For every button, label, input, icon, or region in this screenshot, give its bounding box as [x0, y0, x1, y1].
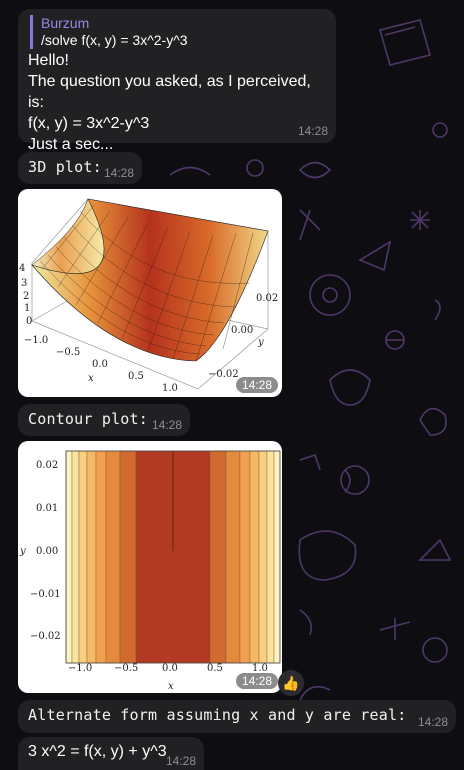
z-tick: 4 [19, 263, 25, 274]
message-time: 14:28 [151, 418, 182, 432]
x-axis-label: x [168, 681, 174, 692]
message-time: 14:28 [165, 754, 196, 768]
y-tick: −0.02 [208, 369, 239, 380]
x-tick: 1.0 [252, 663, 268, 674]
reply-author: Burzum [41, 15, 90, 31]
reaction-thumbs-up-icon[interactable]: 👍 [278, 670, 304, 696]
message-time: 14:28 [417, 715, 448, 729]
message-bubble-3d-plot-label[interactable]: 3D plot: 14:28 [18, 152, 142, 184]
x-tick: −0.5 [56, 347, 80, 358]
surface-plot-graphic: 4 3 2 1 0 −1.0 −0.5 0.0 0.5 1.0 x 0.02 0… [19, 198, 278, 394]
image-time-badge: 14:28 [235, 377, 278, 393]
x-tick: 0.0 [162, 663, 178, 674]
y-tick: 0.01 [36, 503, 58, 514]
y-tick: 0.02 [256, 293, 278, 304]
x-tick: 0.0 [92, 359, 108, 370]
x-axis-label: x [88, 373, 94, 384]
x-tick: −1.0 [68, 663, 92, 674]
message-time: 14:28 [297, 124, 328, 138]
message-bubble-contour-label[interactable]: Contour plot: 14:28 [18, 404, 190, 436]
message-time: 14:28 [103, 166, 134, 180]
x-tick: −1.0 [24, 335, 48, 346]
z-tick: 0 [26, 316, 32, 327]
message-line: f(x, y) = 3x^2-y^3 [28, 115, 150, 132]
message-text: 3 x^2 = f(x, y) + y^3 [28, 743, 167, 760]
reaction-emoji: 👍 [282, 675, 300, 691]
message-bubble-result[interactable]: 3 x^2 = f(x, y) + y^3 14:28 [18, 737, 204, 770]
y-tick: 0.00 [231, 325, 253, 336]
image-time-badge: 14:28 [235, 673, 278, 689]
image-contour-plot[interactable]: 0.02 0.01 0.00 −0.01 −0.02 y −1.0 −0.5 0… [18, 441, 282, 693]
message-bubble-alternate-form[interactable]: Alternate form assuming x and y are real… [18, 700, 456, 733]
z-tick: 2 [23, 291, 29, 302]
z-tick: 3 [21, 278, 27, 289]
message-line: The question you asked, as I perceived, … [28, 73, 311, 111]
x-tick: 1.0 [162, 383, 178, 394]
contour-plot-graphic: 0.02 0.01 0.00 −0.01 −0.02 y −1.0 −0.5 0… [19, 450, 281, 692]
y-tick: 0.00 [36, 546, 58, 557]
y-tick: −0.02 [30, 631, 61, 642]
y-tick: −0.01 [30, 589, 61, 600]
message-text: Contour plot: [28, 410, 148, 428]
image-3d-plot[interactable]: 4 3 2 1 0 −1.0 −0.5 0.0 0.5 1.0 x 0.02 0… [18, 189, 282, 397]
x-tick: −0.5 [114, 663, 138, 674]
y-axis-label: y [257, 337, 264, 348]
message-line: Hello! [28, 52, 69, 69]
y-axis-label: y [19, 546, 26, 557]
z-tick: 1 [24, 303, 30, 314]
x-tick: 0.5 [128, 371, 144, 382]
message-text: Alternate form assuming x and y are real… [28, 706, 407, 724]
reply-text: /solve f(x, y) = 3x^2-y^3 [41, 32, 188, 48]
y-tick: 0.02 [36, 460, 58, 471]
reply-quote[interactable]: Burzum /solve f(x, y) = 3x^2-y^3 [30, 15, 326, 49]
x-tick: 0.5 [207, 663, 223, 674]
message-line: Just a sec... [28, 136, 114, 153]
message-text: 3D plot: [28, 158, 102, 176]
message-bubble-intro[interactable]: Burzum /solve f(x, y) = 3x^2-y^3 Hello! … [18, 9, 336, 153]
